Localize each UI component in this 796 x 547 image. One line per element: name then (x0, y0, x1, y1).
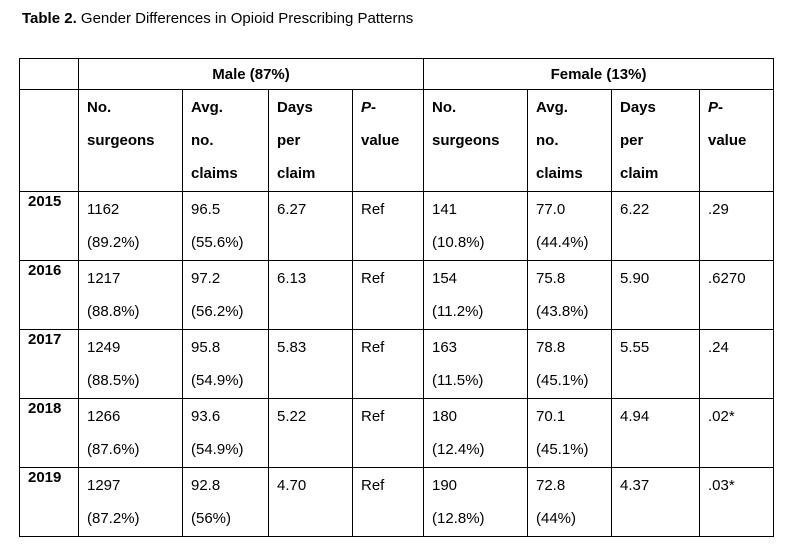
cell-2018-female-p-value: .02* (699, 398, 774, 468)
cell-2016-male-p-value: Ref (352, 260, 424, 330)
subheader-row: No. surgeons Avg. no. claims Days per claim P-va… (19, 89, 774, 192)
table-body: 2015 1162 (89.2%) 96.5 (55.6%) 6.27 Ref 141 (10.… (19, 191, 774, 537)
cell-2015-male-days-per-claim: 6.27 (268, 191, 353, 261)
table-row-2019: 2019 1297 (87.2%) 92.8 (56%) 4.70 Ref 190 (12.8%… (19, 467, 774, 537)
cell-2019-female-avg-no-claims: 72.8 (44%) (527, 467, 612, 537)
italic-p: P (361, 99, 372, 116)
column-header-male-days-per-claim: Days per claim (268, 89, 353, 192)
table-caption-label: Table 2. (22, 10, 77, 27)
cell-2015-female-avg-no-claims: 77.0 (44.4%) (527, 191, 612, 261)
group-header-male: Male (87%) (78, 58, 424, 90)
cell-2019-female-p-value: .03* (699, 467, 774, 537)
subheader-corner-cell (19, 89, 79, 192)
cell-2018-female-no-surgeons: 180 (12.4%) (423, 398, 528, 468)
cell-2018-female-days-per-claim: 4.94 (611, 398, 700, 468)
cell-2019-female-days-per-claim: 4.37 (611, 467, 700, 537)
cell-2019-female-no-surgeons: 190 (12.8%) (423, 467, 528, 537)
cell-2015-male-p-value: Ref (352, 191, 424, 261)
cell-2019-male-avg-no-claims: 92.8 (56%) (182, 467, 269, 537)
italic-p: P (708, 99, 719, 116)
column-header-female-avg-no-claims: Avg. no. claims (527, 89, 612, 192)
cell-2018-male-no-surgeons: 1266 (87.6%) (78, 398, 183, 468)
cell-2016-female-no-surgeons: 154 (11.2%) (423, 260, 528, 330)
cell-2018-male-avg-no-claims: 93.6 (54.9%) (182, 398, 269, 468)
cell-2015-male-avg-no-claims: 96.5 (55.6%) (182, 191, 269, 261)
cell-2019-male-p-value: Ref (352, 467, 424, 537)
table-caption-text: Gender Differences in Opioid Prescribing… (80, 10, 414, 27)
cell-2017-male-no-surgeons: 1249 (88.5%) (78, 329, 183, 399)
cell-2016-male-avg-no-claims: 97.2 (56.2%) (182, 260, 269, 330)
column-header-female-days-per-claim: Days per claim (611, 89, 700, 192)
column-header-female-p-value: P-value (699, 89, 774, 192)
cell-2015-male-no-surgeons: 1162 (89.2%) (78, 191, 183, 261)
cell-2017-female-avg-no-claims: 78.8 (45.1%) (527, 329, 612, 399)
cell-2017-male-days-per-claim: 5.83 (268, 329, 353, 399)
table-row-2017: 2017 1249 (88.5%) 95.8 (54.9%) 5.83 Ref 163 (11.… (19, 329, 774, 399)
cell-2015-female-p-value: .29 (699, 191, 774, 261)
group-header-female: Female (13%) (423, 58, 774, 90)
cell-2016-female-avg-no-claims: 75.8 (43.8%) (527, 260, 612, 330)
cell-2015-female-no-surgeons: 141 (10.8%) (423, 191, 528, 261)
cell-2019-male-no-surgeons: 1297 (87.2%) (78, 467, 183, 537)
column-header-male-no-surgeons: No. surgeons (78, 89, 183, 192)
table-row-2016: 2016 1217 (88.8%) 97.2 (56.2%) 6.13 Ref 154 (11.… (19, 260, 774, 330)
cell-2017-male-avg-no-claims: 95.8 (54.9%) (182, 329, 269, 399)
gender-differences-table: Male (87%) Female (13%) No. surgeons Avg. n… (19, 58, 774, 537)
cell-2016-female-p-value: .6270 (699, 260, 774, 330)
column-header-female-no-surgeons: No. surgeons (423, 89, 528, 192)
cell-2017-female-no-surgeons: 163 (11.5%) (423, 329, 528, 399)
cell-2018-male-p-value: Ref (352, 398, 424, 468)
table-row-2018: 2018 1266 (87.6%) 93.6 (54.9%) 5.22 Ref 180 (12.… (19, 398, 774, 468)
cell-2019-male-days-per-claim: 4.70 (268, 467, 353, 537)
corner-cell (19, 58, 79, 90)
year-cell-2017: 2017 (19, 329, 79, 399)
year-cell-2018: 2018 (19, 398, 79, 468)
cell-2016-female-days-per-claim: 5.90 (611, 260, 700, 330)
cell-2018-female-avg-no-claims: 70.1 (45.1%) (527, 398, 612, 468)
cell-2016-male-no-surgeons: 1217 (88.8%) (78, 260, 183, 330)
cell-2015-female-days-per-claim: 6.22 (611, 191, 700, 261)
cell-2016-male-days-per-claim: 6.13 (268, 260, 353, 330)
year-cell-2015: 2015 (19, 191, 79, 261)
column-header-male-avg-no-claims: Avg. no. claims (182, 89, 269, 192)
year-cell-2016: 2016 (19, 260, 79, 330)
table-caption: Table 2. Gender Differences in Opioid Pr… (22, 9, 777, 29)
cell-2017-male-p-value: Ref (352, 329, 424, 399)
group-header-row: Male (87%) Female (13%) (19, 58, 774, 90)
column-header-male-p-value: P-value (352, 89, 424, 192)
cell-2018-male-days-per-claim: 5.22 (268, 398, 353, 468)
year-cell-2019: 2019 (19, 467, 79, 537)
cell-2017-female-p-value: .24 (699, 329, 774, 399)
cell-2017-female-days-per-claim: 5.55 (611, 329, 700, 399)
table-row-2015: 2015 1162 (89.2%) 96.5 (55.6%) 6.27 Ref 141 (10.… (19, 191, 774, 261)
